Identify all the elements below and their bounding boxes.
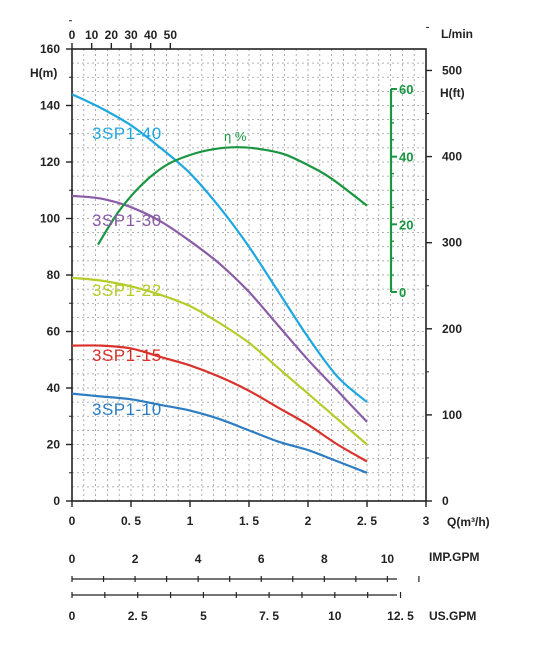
y-tick-label: 140 <box>40 99 60 113</box>
top-tick-label: 30 <box>124 28 138 42</box>
series-line <box>71 276 368 446</box>
top-tick-label: 50 <box>164 28 178 42</box>
x-axis-label: Q(m³/h) <box>447 515 490 529</box>
y-tick-label: 0 <box>53 494 60 508</box>
scale-tick-label: 5 <box>200 609 207 623</box>
y-tick-label: 100 <box>40 212 60 226</box>
scale-tick-label: 4 <box>195 552 202 566</box>
y-tick-label: 120 <box>40 155 60 169</box>
x-tick-label: 2. 5 <box>357 514 377 528</box>
efficiency-line <box>97 146 368 246</box>
scale-tick-label: 2. 5 <box>128 609 148 623</box>
series-label: 3SP1-22 <box>92 281 162 300</box>
y-tick-label: 40 <box>47 381 61 395</box>
eta-tick-label: 40 <box>399 150 413 165</box>
scale-tick-label: 10 <box>381 552 395 566</box>
eta-tick-label: 60 <box>399 82 413 97</box>
right-tick-label: 500 <box>442 63 462 77</box>
top-axis-ticks: 0 10 20 30 40 50 <box>69 28 178 49</box>
right-tick-label: 0 <box>442 494 449 508</box>
right-axis-label: H(ft) <box>440 86 465 100</box>
right-tick-label: 400 <box>442 150 462 164</box>
series-label: 3SP1-15 <box>92 346 162 365</box>
efficiency-axis: 0 20 40 60 <box>389 82 413 300</box>
y-tick-label: 60 <box>47 325 61 339</box>
series-line <box>71 344 368 463</box>
curves <box>71 93 368 474</box>
y-tick-label: 160 <box>40 42 60 56</box>
series-label: 3SP1-10 <box>92 400 162 419</box>
top-axis-label: L/min <box>441 27 473 41</box>
efficiency-label: η % <box>224 129 247 144</box>
scale-unit-label: US.GPM <box>429 609 476 623</box>
y-tick-label: 80 <box>47 268 61 282</box>
eta-tick-label: 0 <box>399 285 406 300</box>
x-axis-ticks: 0 0. 5 1 1. 5 2 2. 5 3 <box>69 501 430 528</box>
y-tick-label: 20 <box>47 438 61 452</box>
scale-unit-label: IMP.GPM <box>429 550 479 564</box>
series-line <box>71 392 368 474</box>
scale-tick-label: 10 <box>328 609 342 623</box>
top-tick-label: 10 <box>85 28 99 42</box>
x-tick-label: 0 <box>69 514 76 528</box>
scale-tick-label: 0 <box>69 609 76 623</box>
scale-tick-label: 6 <box>258 552 265 566</box>
scale-tick-label: 12. 5 <box>387 609 414 623</box>
lower-scales: 0 2 4 6 8 10 IMP.GPM 0 2. 5 5 7. 5 10 12. 5 US.GPM <box>69 550 480 623</box>
curve-labels: 3SP1-40 3SP1-30 3SP1-22 3SP1-15 3SP1-10 η % <box>92 124 247 419</box>
y-axis-ticks: 0 20 40 60 80 100 120 140 160 <box>40 20 72 508</box>
right-tick-label: 200 <box>442 322 462 336</box>
series-line <box>71 93 368 403</box>
series-label: 3SP1-30 <box>92 211 162 230</box>
scale-tick-label: 8 <box>321 552 328 566</box>
scale-tick-label: 7. 5 <box>259 609 279 623</box>
top-tick-label: 0 <box>69 28 76 42</box>
grid <box>72 49 426 501</box>
right-tick-label: 100 <box>442 408 462 422</box>
series-label: 3SP1-40 <box>92 124 162 143</box>
x-tick-label: 1. 5 <box>239 514 259 528</box>
x-tick-label: 0. 5 <box>121 514 141 528</box>
eta-tick-label: 20 <box>399 217 413 232</box>
x-tick-label: 3 <box>423 514 430 528</box>
scale-tick-label: 0 <box>69 552 76 566</box>
right-tick-label: 300 <box>442 236 462 250</box>
right-axis-ticks: 0 100 200 300 400 500 <box>426 26 462 508</box>
x-tick-label: 2 <box>305 514 312 528</box>
series-line <box>71 194 368 423</box>
x-tick-label: 1 <box>187 514 194 528</box>
scale-tick-label: 2 <box>132 552 139 566</box>
y-axis-label: H(m) <box>30 66 57 80</box>
top-tick-label: 40 <box>144 28 158 42</box>
top-tick-label: 20 <box>105 28 119 42</box>
